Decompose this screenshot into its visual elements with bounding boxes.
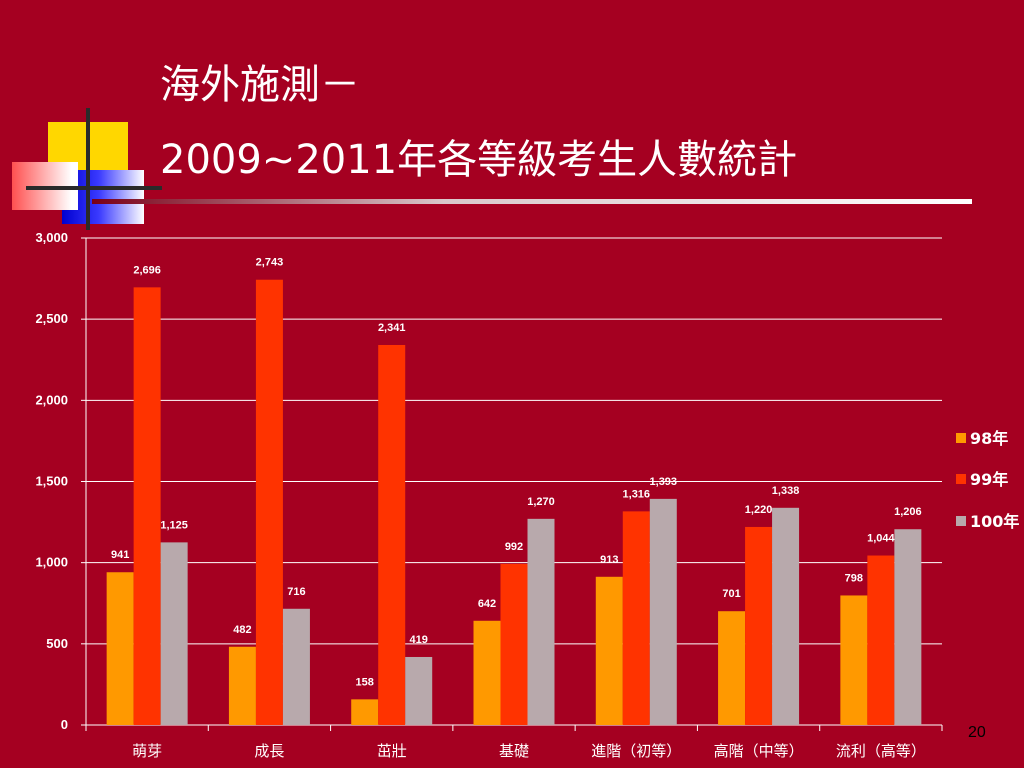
bar-value-label: 716 — [287, 586, 305, 598]
bar-value-label: 1,270 — [527, 496, 555, 508]
bar-value-label: 913 — [600, 554, 618, 566]
x-tick-label: 成長 — [254, 742, 284, 760]
bar — [622, 511, 650, 725]
page-number: 20 — [968, 724, 986, 741]
y-tick-label: 1,000 — [35, 555, 68, 570]
bar — [745, 526, 773, 725]
bar-value-label: 482 — [233, 624, 251, 636]
decor-vertical-line — [86, 108, 90, 230]
bar — [133, 287, 161, 725]
y-tick-label: 3,000 — [35, 230, 68, 245]
x-tick-label: 茁壯 — [377, 742, 407, 760]
bar-value-label: 158 — [356, 676, 374, 688]
bar — [405, 656, 433, 725]
bar-value-label: 941 — [111, 549, 129, 561]
bar-value-label: 1,316 — [623, 488, 651, 500]
y-tick-label: 2,000 — [35, 392, 68, 407]
bar — [867, 555, 895, 725]
bar-value-label: 419 — [410, 634, 428, 646]
legend-swatch — [956, 433, 966, 443]
bar-value-label: 1,044 — [867, 533, 895, 545]
bar-value-label: 798 — [845, 572, 863, 584]
legend-swatch — [956, 474, 966, 484]
title-underline — [92, 199, 972, 204]
bar-value-label: 2,341 — [378, 322, 406, 334]
x-tick-label: 萌芽 — [132, 742, 162, 760]
decor-horizontal-line — [26, 186, 162, 190]
legend-label: 98年 — [970, 429, 1008, 448]
y-tick-label: 0 — [61, 717, 68, 732]
x-tick-label: 高階（中等） — [714, 742, 804, 760]
slide-title-line2: 2009~2011年各等級考生人數統計 — [160, 137, 798, 183]
bar-value-label: 1,393 — [650, 476, 678, 488]
bar — [718, 611, 746, 725]
bar — [500, 563, 528, 725]
bar-value-label: 1,220 — [745, 504, 773, 516]
bar-value-label: 992 — [505, 541, 523, 553]
y-tick-label: 2,500 — [35, 311, 68, 326]
bar-value-label: 1,338 — [772, 485, 800, 497]
bar-value-label: 642 — [478, 598, 496, 610]
slide-title-line1: 海外施測－ — [160, 62, 360, 108]
bar — [595, 576, 623, 725]
x-tick-label: 流利（高等） — [836, 742, 926, 760]
bar-value-label: 2,743 — [256, 257, 284, 269]
bar — [527, 518, 555, 725]
x-tick-label: 基礎 — [499, 742, 529, 760]
bar — [282, 608, 310, 725]
bar — [378, 344, 406, 725]
bar — [894, 529, 922, 725]
bar — [840, 595, 868, 725]
bar — [228, 646, 256, 725]
bar-value-label: 1,125 — [160, 519, 188, 531]
legend-label: 99年 — [970, 470, 1008, 489]
y-tick-label: 500 — [46, 636, 68, 651]
legend-swatch — [956, 516, 966, 526]
bar — [473, 620, 501, 725]
bar — [106, 572, 134, 725]
bar-value-label: 701 — [722, 588, 740, 600]
bar — [649, 498, 677, 725]
legend-label: 100年 — [970, 512, 1019, 531]
bar — [160, 542, 188, 725]
bar-value-label: 1,206 — [894, 506, 922, 518]
y-tick-label: 1,500 — [35, 474, 68, 489]
bar — [255, 279, 283, 725]
bar-value-label: 2,696 — [133, 264, 161, 276]
x-tick-label: 進階（初等） — [591, 742, 681, 760]
bar — [772, 507, 800, 725]
bar — [351, 699, 379, 725]
